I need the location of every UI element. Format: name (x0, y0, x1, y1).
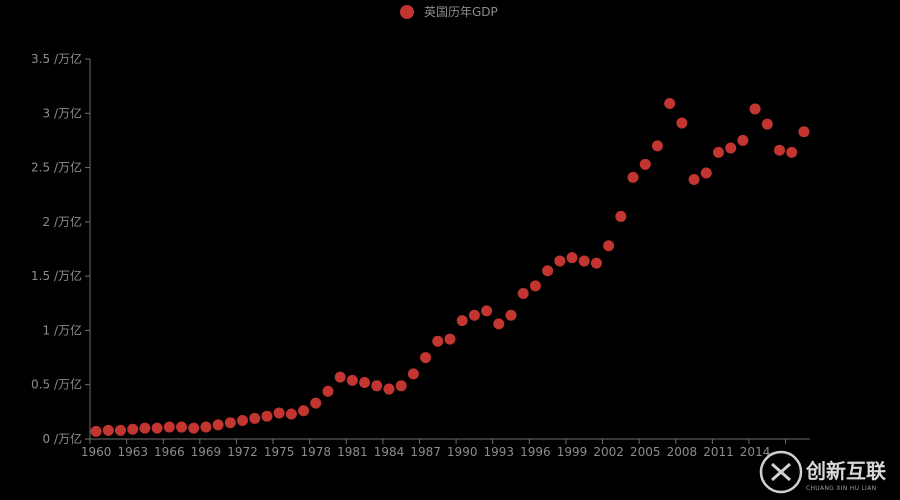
data-point[interactable] (773, 144, 785, 156)
data-point[interactable] (249, 412, 261, 424)
data-point[interactable] (359, 377, 371, 389)
data-point[interactable] (578, 255, 590, 267)
x-tick-label: 1969 (191, 445, 222, 459)
x-tick-label: 2005 (630, 445, 661, 459)
y-tick-label: 3.5 /万亿 (31, 51, 82, 66)
data-point[interactable] (468, 309, 480, 321)
data-point[interactable] (542, 265, 554, 277)
data-point[interactable] (407, 368, 419, 380)
y-tick-label: 2 /万亿 (43, 214, 83, 229)
data-point[interactable] (420, 352, 432, 364)
y-tick-label: 2.5 /万亿 (31, 160, 82, 175)
x-tick-label: 1987 (410, 445, 441, 459)
data-point[interactable] (615, 210, 627, 222)
data-point[interactable] (798, 126, 810, 138)
y-tick-label: 0 /万亿 (43, 431, 83, 446)
data-point[interactable] (627, 171, 639, 183)
x-tick-label: 1990 (447, 445, 478, 459)
data-point[interactable] (115, 424, 127, 436)
data-point[interactable] (432, 335, 444, 347)
x-tick-label: 1984 (374, 445, 405, 459)
data-point[interactable] (700, 167, 712, 179)
data-point[interactable] (505, 309, 517, 321)
data-point[interactable] (151, 422, 163, 434)
data-point[interactable] (444, 333, 456, 345)
x-tick-label: 2002 (593, 445, 624, 459)
x-tick-label: 1978 (300, 445, 331, 459)
x-tick-label: 1981 (337, 445, 368, 459)
data-point[interactable] (529, 280, 541, 292)
data-point[interactable] (749, 103, 761, 115)
data-point[interactable] (383, 383, 395, 395)
data-point[interactable] (664, 98, 676, 110)
data-point[interactable] (298, 405, 310, 417)
data-point[interactable] (310, 397, 322, 409)
data-point[interactable] (737, 134, 749, 146)
data-point[interactable] (554, 255, 566, 267)
data-points (90, 98, 810, 437)
data-point[interactable] (590, 257, 602, 269)
x-tick-label: 2014 (740, 445, 771, 459)
y-tick-label: 0.5 /万亿 (31, 377, 82, 392)
data-point[interactable] (224, 417, 236, 429)
data-point[interactable] (761, 118, 773, 130)
data-point[interactable] (176, 421, 188, 433)
watermark-x-icon (771, 462, 791, 482)
axes: 0 /万亿 0.5 /万亿 1 /万亿 1.5 /万亿 2 /万亿 2.5 /万亿 3 /万… (31, 51, 810, 459)
y-tick-label: 3 /万亿 (43, 105, 83, 120)
x-tick-label: 2008 (667, 445, 698, 459)
data-point[interactable] (139, 422, 151, 434)
x-tick-label: 1975 (264, 445, 295, 459)
data-point[interactable] (127, 423, 139, 435)
data-point[interactable] (676, 117, 688, 129)
data-point[interactable] (603, 240, 615, 252)
data-point[interactable] (346, 374, 358, 386)
x-tick-label: 1972 (227, 445, 258, 459)
x-tick-label: 1963 (117, 445, 148, 459)
data-point[interactable] (566, 252, 578, 264)
data-point[interactable] (102, 424, 114, 436)
watermark-text: 创新互联 (805, 459, 886, 483)
data-point[interactable] (371, 380, 383, 392)
y-tick-label: 1.5 /万亿 (31, 268, 82, 283)
legend-marker (400, 5, 414, 19)
y-tick-label: 1 /万亿 (43, 322, 83, 337)
legend-label: 英国历年GDP (424, 5, 498, 19)
data-point[interactable] (273, 407, 285, 419)
data-point[interactable] (188, 422, 200, 434)
x-tick-label: 1960 (81, 445, 112, 459)
x-tick-label: 2011 (703, 445, 734, 459)
data-point[interactable] (725, 142, 737, 154)
data-point[interactable] (651, 140, 663, 152)
legend[interactable]: 英国历年GDP (400, 5, 498, 19)
data-point[interactable] (163, 421, 175, 433)
watermark-logo-icon (759, 450, 803, 494)
data-point[interactable] (212, 419, 224, 431)
data-point[interactable] (481, 305, 493, 317)
data-point[interactable] (90, 425, 102, 437)
data-point[interactable] (712, 146, 724, 158)
data-point[interactable] (322, 385, 334, 397)
data-point[interactable] (639, 158, 651, 170)
data-point[interactable] (688, 174, 700, 186)
x-tick-label: 1993 (484, 445, 515, 459)
data-point[interactable] (237, 415, 249, 427)
data-point[interactable] (493, 318, 505, 330)
data-point[interactable] (285, 408, 297, 420)
watermark-subtext: CHUANG XIN HU LIAN (806, 485, 876, 492)
data-point[interactable] (200, 421, 212, 433)
data-point[interactable] (334, 371, 346, 383)
data-point[interactable] (517, 288, 529, 300)
data-point[interactable] (456, 315, 468, 327)
data-point[interactable] (786, 146, 798, 158)
x-tick-label: 1966 (154, 445, 185, 459)
data-point[interactable] (395, 380, 407, 392)
watermark: 创新互联 CHUANG XIN HU LIAN (759, 450, 886, 494)
x-tick-label: 1996 (520, 445, 551, 459)
data-point[interactable] (261, 410, 273, 422)
x-tick-label: 1999 (557, 445, 588, 459)
